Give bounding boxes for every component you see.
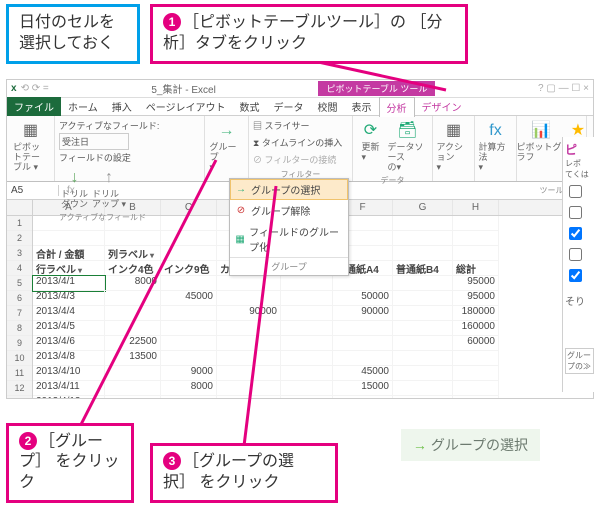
datasource-button[interactable]: 🗃 データソース の▾ (386, 118, 430, 175)
slicer-button[interactable]: ▤ スライサー (253, 119, 310, 132)
action-button[interactable]: ▦ アクション ▾ (435, 118, 473, 175)
group-selection-badge: →グループの選択 (401, 429, 540, 461)
name-box[interactable]: A5 (7, 185, 59, 196)
refresh-icon: ⟳ (360, 120, 382, 142)
column-header-H[interactable]: H (453, 200, 499, 215)
tool-group-label: ツール (540, 185, 564, 197)
drillup-icon: ↑ (98, 167, 120, 189)
excel-icon: x (11, 83, 17, 94)
ribbon: ▦ ピボットテー ブル ▾ アクティブなフィールド: 受注日 フィールドの設定 … (7, 116, 593, 182)
step-number-3: 3 (163, 452, 181, 470)
tab-insert[interactable]: 挿入 (105, 97, 139, 116)
row-header[interactable]: 8 (7, 321, 32, 336)
pivot-field-panel: ピ レポ てくは そり グループの≫ (562, 137, 596, 392)
ungroup-item[interactable]: ⊘ グループ解除 (230, 200, 348, 221)
datasource-icon: 🗃 (397, 120, 419, 142)
step-number-2: 2 (19, 432, 37, 450)
callout-step3: 3［グループの選択］ をクリック (150, 443, 338, 503)
action-icon: ▦ (443, 120, 465, 142)
row-header[interactable]: 6 (7, 291, 32, 306)
ribbon-tabs: ファイル ホーム 挿入 ページレイアウト 数式 データ 校閲 表示 分析 デザイ… (7, 98, 593, 116)
row-header[interactable]: 11 (7, 366, 32, 381)
tab-home[interactable]: ホーム (61, 97, 105, 116)
tab-view[interactable]: 表示 (345, 97, 379, 116)
field-settings-button[interactable]: フィールドの設定 (59, 151, 200, 164)
tab-file[interactable]: ファイル (7, 97, 61, 116)
field-checkbox[interactable] (565, 224, 594, 243)
ungroup-icon: ⊘ (234, 205, 248, 216)
tab-analyze[interactable]: 分析 (379, 97, 415, 117)
column-header-B[interactable]: B (105, 200, 161, 215)
row-header[interactable]: 4 (7, 261, 32, 276)
panel-title: ピ (565, 141, 594, 158)
field-checkbox[interactable] (565, 245, 594, 264)
timeline-button[interactable]: ⧗ タイムラインの挿入 (253, 136, 342, 149)
row-header[interactable]: 10 (7, 351, 32, 366)
row-header[interactable]: 2 (7, 231, 32, 246)
column-header-G[interactable]: G (393, 200, 453, 215)
row-header[interactable]: 3 (7, 246, 32, 261)
callout-text: 日付のセルを 選択しておく (19, 14, 115, 52)
row-headers: 1234567891011121314151617 (7, 216, 33, 398)
group-select-small-button[interactable]: グループの≫ (565, 348, 594, 374)
pivot-table-icon: ▦ (20, 120, 42, 142)
filter-connection-button[interactable]: ⊘ フィルターの接続 (253, 153, 336, 166)
refresh-button[interactable]: ⟳ 更新 ▾ (356, 118, 386, 175)
callout-step1: 1［ピボットテーブルツール］の ［分析］タブをクリック (150, 4, 468, 64)
group-field-item[interactable]: ▦ フィールドのグループ化 (230, 221, 348, 257)
row-header[interactable]: 1 (7, 216, 32, 231)
group-menu-footer: グループ (230, 257, 348, 275)
column-header-C[interactable]: C (161, 200, 217, 215)
group-icon: → (216, 120, 238, 142)
callout-step1-text: ［ピボットテーブルツール］の ［分析］タブをクリック (163, 14, 443, 52)
row-header[interactable]: 5 (7, 276, 32, 291)
group-button[interactable]: → グループ ▾ (208, 118, 246, 175)
document-title: 5_集計 - Excel (151, 81, 215, 96)
row-header[interactable]: 13 (7, 396, 32, 398)
tab-design[interactable]: デザイン (415, 97, 469, 116)
contextual-tab-label: ピボットテーブル ツール (318, 81, 435, 96)
active-field-label: アクティブなフィールド: (59, 119, 200, 132)
group-select-item[interactable]: → グループの選択 (230, 179, 348, 200)
callout-step2: 2［グループ］ をクリック (6, 423, 134, 503)
tab-formulas[interactable]: 数式 (233, 97, 267, 116)
tab-pagelayout[interactable]: ページレイアウト (139, 97, 233, 116)
column-header-A[interactable]: A (33, 200, 105, 215)
callout-select-date-cell: 日付のセルを 選択しておく (6, 4, 140, 64)
group-dropdown-menu: → グループの選択 ⊘ グループ解除 ▦ フィールドのグループ化 グループ (229, 178, 349, 276)
group-field-icon: ▦ (234, 234, 246, 245)
calc-button[interactable]: fx 計算方法 ▾ (477, 118, 515, 175)
active-field-value: 受注日 (59, 133, 129, 150)
callout-step3-text: ［グループの選択］ をクリック (163, 453, 294, 491)
tab-data[interactable]: データ (267, 97, 311, 116)
tab-review[interactable]: 校閲 (311, 97, 345, 116)
field-checkbox[interactable] (565, 266, 594, 285)
field-checkbox[interactable] (565, 182, 594, 201)
field-checkbox[interactable] (565, 203, 594, 222)
row-header[interactable]: 7 (7, 306, 32, 321)
group-select-icon: → (234, 184, 248, 195)
data-group-label: データ (381, 175, 405, 187)
title-bar: x ⟲ ⟳ = 5_集計 - Excel ピボットテーブル ツール ? ▢ — … (7, 80, 593, 98)
calc-icon: fx (485, 120, 507, 142)
pivotchart-button[interactable]: 📊 ピボットグラフ (515, 118, 568, 185)
pivotchart-icon: 📊 (530, 120, 552, 142)
step-number-1: 1 (163, 13, 181, 31)
pivot-table-button[interactable]: ▦ ピボットテー ブル ▾ (11, 118, 50, 175)
row-header[interactable]: 12 (7, 381, 32, 396)
excel-window: x ⟲ ⟳ = 5_集計 - Excel ピボットテーブル ツール ? ▢ — … (6, 79, 594, 399)
arrow-icon: → (413, 437, 427, 453)
row-header[interactable]: 9 (7, 336, 32, 351)
